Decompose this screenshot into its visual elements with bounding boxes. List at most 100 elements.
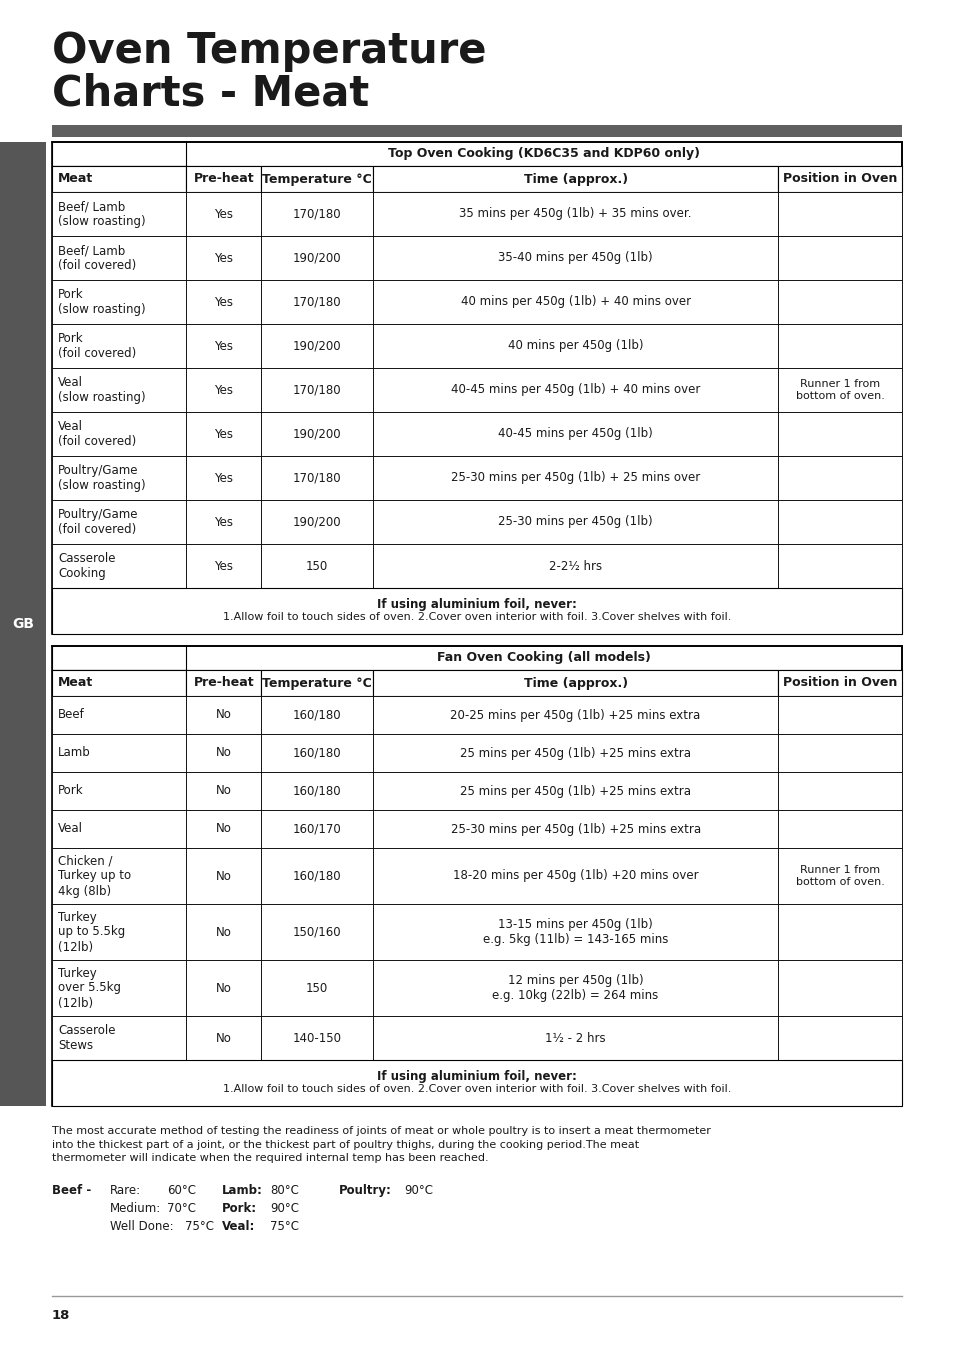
Text: No: No bbox=[215, 1032, 232, 1044]
Bar bbox=[777, 734, 901, 771]
Text: 190/200: 190/200 bbox=[293, 339, 341, 353]
Bar bbox=[777, 696, 901, 734]
Text: Poultry/Game
(foil covered): Poultry/Game (foil covered) bbox=[58, 508, 138, 536]
Bar bbox=[373, 811, 777, 848]
Bar bbox=[52, 412, 186, 457]
Text: 75°C: 75°C bbox=[185, 1220, 213, 1233]
Bar bbox=[373, 696, 777, 734]
Bar bbox=[373, 166, 777, 192]
Bar bbox=[261, 961, 373, 1016]
Text: Poultry:: Poultry: bbox=[338, 1183, 392, 1197]
Bar bbox=[373, 280, 777, 324]
Bar bbox=[261, 412, 373, 457]
Bar bbox=[261, 166, 373, 192]
Bar bbox=[777, 544, 901, 588]
Bar bbox=[373, 324, 777, 367]
Text: 35 mins per 450g (1lb) + 35 mins over.: 35 mins per 450g (1lb) + 35 mins over. bbox=[458, 208, 691, 220]
Bar bbox=[777, 670, 901, 696]
Bar bbox=[52, 848, 186, 904]
Text: If using aluminium foil, never:: If using aluminium foil, never: bbox=[376, 1070, 577, 1084]
Text: Casserole
Stews: Casserole Stews bbox=[58, 1024, 115, 1052]
Bar bbox=[261, 236, 373, 280]
Bar bbox=[261, 544, 373, 588]
Text: Temperature °C: Temperature °C bbox=[262, 677, 372, 689]
Text: If using aluminium foil, never:: If using aluminium foil, never: bbox=[376, 598, 577, 611]
Bar bbox=[373, 544, 777, 588]
Bar bbox=[777, 166, 901, 192]
Bar bbox=[261, 1016, 373, 1061]
Text: 80°C: 80°C bbox=[270, 1183, 298, 1197]
Bar bbox=[52, 166, 186, 192]
Text: Yes: Yes bbox=[214, 208, 233, 220]
Bar bbox=[777, 500, 901, 544]
Bar bbox=[186, 811, 261, 848]
Text: Meat: Meat bbox=[58, 173, 93, 185]
Text: Turkey
over 5.5kg
(12lb): Turkey over 5.5kg (12lb) bbox=[58, 966, 121, 1009]
Text: Pork: Pork bbox=[58, 785, 84, 797]
Bar bbox=[52, 734, 186, 771]
Text: 170/180: 170/180 bbox=[293, 208, 341, 220]
Bar bbox=[777, 192, 901, 236]
Bar bbox=[52, 544, 186, 588]
Bar bbox=[52, 324, 186, 367]
Text: The most accurate method of testing the readiness of joints of meat or whole pou: The most accurate method of testing the … bbox=[52, 1125, 710, 1163]
Bar bbox=[261, 904, 373, 961]
Bar bbox=[373, 961, 777, 1016]
Bar bbox=[777, 367, 901, 412]
Text: 2-2½ hrs: 2-2½ hrs bbox=[549, 559, 601, 573]
Text: Temperature °C: Temperature °C bbox=[262, 173, 372, 185]
Bar bbox=[186, 904, 261, 961]
Text: 75°C: 75°C bbox=[270, 1220, 298, 1233]
Bar bbox=[186, 280, 261, 324]
Bar bbox=[373, 367, 777, 412]
Text: 160/180: 160/180 bbox=[293, 785, 341, 797]
Text: Chicken /
Turkey up to
4kg (8lb): Chicken / Turkey up to 4kg (8lb) bbox=[58, 854, 131, 897]
Bar bbox=[52, 142, 901, 634]
Bar bbox=[261, 324, 373, 367]
Bar bbox=[261, 192, 373, 236]
Bar bbox=[777, 904, 901, 961]
Bar bbox=[373, 904, 777, 961]
Text: Pork
(slow roasting): Pork (slow roasting) bbox=[58, 288, 146, 316]
Text: 40-45 mins per 450g (1lb): 40-45 mins per 450g (1lb) bbox=[497, 427, 652, 440]
Bar bbox=[52, 457, 186, 500]
Text: 20-25 mins per 450g (1lb) +25 mins extra: 20-25 mins per 450g (1lb) +25 mins extra bbox=[450, 708, 700, 721]
Bar bbox=[373, 236, 777, 280]
Bar bbox=[261, 811, 373, 848]
Bar bbox=[777, 412, 901, 457]
Text: Time (approx.): Time (approx.) bbox=[523, 173, 627, 185]
Text: 25 mins per 450g (1lb) +25 mins extra: 25 mins per 450g (1lb) +25 mins extra bbox=[459, 785, 690, 797]
Text: 170/180: 170/180 bbox=[293, 471, 341, 485]
Text: No: No bbox=[215, 747, 232, 759]
Bar bbox=[186, 324, 261, 367]
Text: Poultry/Game
(slow roasting): Poultry/Game (slow roasting) bbox=[58, 463, 146, 492]
Bar bbox=[777, 961, 901, 1016]
Text: No: No bbox=[215, 785, 232, 797]
Text: Beef: Beef bbox=[58, 708, 85, 721]
Text: Veal:: Veal: bbox=[222, 1220, 255, 1233]
Text: Pork
(foil covered): Pork (foil covered) bbox=[58, 332, 136, 359]
Text: Casserole
Cooking: Casserole Cooking bbox=[58, 553, 115, 580]
Text: 1.Allow foil to touch sides of oven. 2.Cover oven interior with foil. 3.Cover sh: 1.Allow foil to touch sides of oven. 2.C… bbox=[223, 612, 730, 621]
Bar bbox=[186, 544, 261, 588]
Bar bbox=[186, 367, 261, 412]
Text: 1.Allow foil to touch sides of oven. 2.Cover oven interior with foil. 3.Cover sh: 1.Allow foil to touch sides of oven. 2.C… bbox=[223, 1084, 730, 1094]
Text: Medium:: Medium: bbox=[110, 1202, 161, 1215]
Text: Oven Temperature: Oven Temperature bbox=[52, 30, 486, 72]
Text: Yes: Yes bbox=[214, 471, 233, 485]
Text: 190/200: 190/200 bbox=[293, 251, 341, 265]
Text: 35-40 mins per 450g (1lb): 35-40 mins per 450g (1lb) bbox=[497, 251, 652, 265]
Text: 60°C: 60°C bbox=[167, 1183, 195, 1197]
Text: 160/180: 160/180 bbox=[293, 870, 341, 882]
Text: No: No bbox=[215, 981, 232, 994]
Text: Beef -: Beef - bbox=[52, 1183, 91, 1197]
Text: Turkey
up to 5.5kg
(12lb): Turkey up to 5.5kg (12lb) bbox=[58, 911, 125, 954]
Bar bbox=[373, 670, 777, 696]
Text: Yes: Yes bbox=[214, 516, 233, 528]
Bar bbox=[186, 670, 261, 696]
Bar bbox=[261, 848, 373, 904]
Text: Charts - Meat: Charts - Meat bbox=[52, 72, 369, 113]
Text: 13-15 mins per 450g (1lb)
e.g. 5kg (11lb) = 143-165 mins: 13-15 mins per 450g (1lb) e.g. 5kg (11lb… bbox=[482, 917, 668, 946]
Text: Pre-heat: Pre-heat bbox=[193, 677, 253, 689]
Text: 140-150: 140-150 bbox=[293, 1032, 341, 1044]
